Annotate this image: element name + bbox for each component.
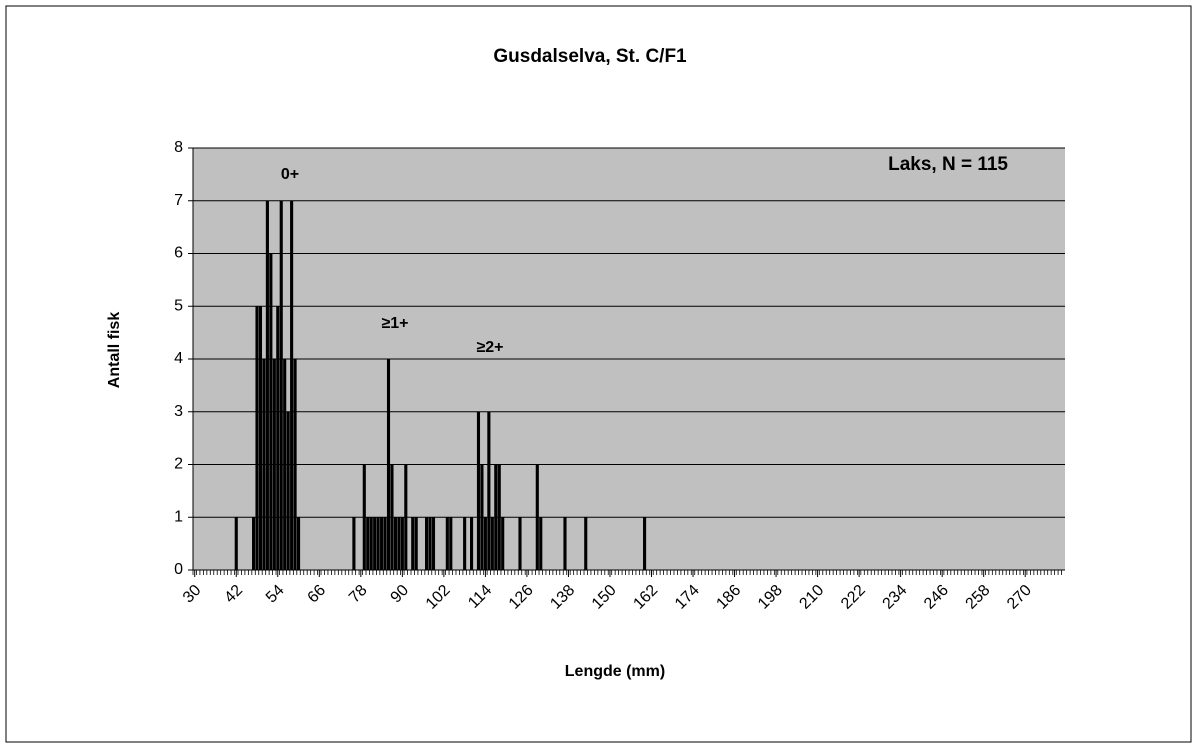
y-tick-label: 3 <box>174 403 183 420</box>
bar <box>251 517 256 570</box>
x-axis-label: Lengde (mm) <box>565 663 665 680</box>
y-tick-label: 2 <box>174 456 183 473</box>
annotation: ≥1+ <box>381 315 408 332</box>
bar <box>463 517 467 570</box>
bar <box>265 200 269 570</box>
bar <box>539 517 543 570</box>
bar <box>563 517 567 570</box>
bar <box>428 517 432 570</box>
bar <box>425 517 429 570</box>
bar <box>383 517 387 570</box>
bar <box>386 359 391 570</box>
bar <box>279 200 283 570</box>
y-tick-label: 7 <box>174 192 183 209</box>
bar <box>445 517 449 570</box>
bar <box>411 517 415 570</box>
bar <box>393 517 397 570</box>
bar <box>494 464 498 570</box>
chart-title: Gusdalselva, St. C/F1 <box>493 46 687 67</box>
y-tick-label: 5 <box>174 297 183 314</box>
bar <box>362 464 366 570</box>
bar <box>490 517 494 570</box>
bar <box>404 464 408 570</box>
bar <box>369 517 373 570</box>
annotation: 0+ <box>281 166 299 183</box>
bar <box>449 517 453 570</box>
bar <box>296 517 301 570</box>
annotation: Laks, N = 115 <box>888 154 1008 175</box>
bar <box>286 411 290 570</box>
bar <box>373 517 377 570</box>
bar <box>584 517 588 570</box>
bar <box>535 464 539 570</box>
bar <box>262 359 266 570</box>
bar <box>276 306 280 570</box>
bar <box>414 517 418 570</box>
bar <box>497 464 501 570</box>
y-tick-label: 4 <box>174 350 183 367</box>
y-tick-label: 1 <box>174 508 183 525</box>
y-tick-label: 6 <box>174 245 183 262</box>
bar <box>293 359 297 570</box>
bar <box>483 517 487 570</box>
bar <box>255 306 259 570</box>
bar <box>234 517 238 570</box>
bar <box>376 517 380 570</box>
y-tick-label: 8 <box>174 139 183 156</box>
y-tick-label: 0 <box>174 561 183 578</box>
bar <box>476 411 481 570</box>
bar <box>469 517 474 570</box>
y-axis-label: Antall fisk <box>106 312 123 389</box>
bar <box>397 517 401 570</box>
bar <box>380 517 384 570</box>
bar <box>272 359 276 570</box>
bar <box>258 306 263 570</box>
bar <box>487 411 491 570</box>
bar <box>352 517 356 570</box>
bar <box>400 517 404 570</box>
bar <box>501 517 505 570</box>
bar <box>518 517 522 570</box>
bar <box>643 517 647 570</box>
bar <box>269 253 273 570</box>
annotation: ≥2+ <box>476 339 503 356</box>
bar <box>390 464 394 570</box>
bar <box>366 517 370 570</box>
bar <box>283 359 287 570</box>
bar <box>431 517 436 570</box>
bar <box>290 200 294 570</box>
bar <box>480 464 484 570</box>
